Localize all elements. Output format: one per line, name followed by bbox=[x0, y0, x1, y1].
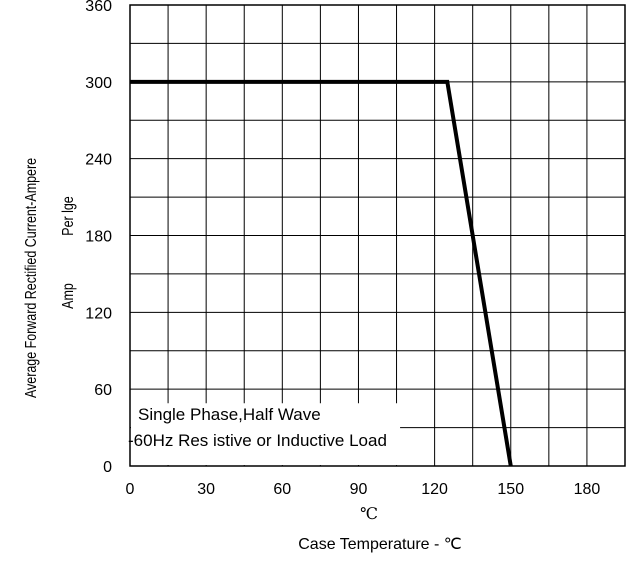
annotation-line-1: Single Phase,Half Wave bbox=[138, 405, 321, 424]
x-tick-label: 180 bbox=[574, 481, 601, 498]
series-line-1 bbox=[130, 79, 513, 467]
y-tick-label: 180 bbox=[85, 229, 112, 246]
annotation-box: Single Phase,Half Wave -60Hz Res istive … bbox=[128, 403, 401, 465]
grid bbox=[130, 5, 625, 466]
y-axis-title: Average Forward Rectified Current-Ampere bbox=[23, 158, 41, 398]
x-unit-label: ℃ bbox=[360, 504, 378, 523]
x-tick-label: 90 bbox=[350, 481, 368, 498]
x-tick-labels: 0 30 60 90 120 150 180 bbox=[126, 481, 601, 498]
plot-frame bbox=[129, 4, 626, 467]
y-axis-title-secondary-2: Amp bbox=[60, 283, 78, 309]
x-tick-label: 150 bbox=[497, 481, 524, 498]
y-axis-title-secondary-1: Per lge bbox=[60, 196, 78, 236]
annotation-line-2: -60Hz Res istive or Inductive Load bbox=[128, 431, 387, 450]
y-tick-label: 240 bbox=[85, 152, 112, 169]
y-tick-label: 360 bbox=[85, 0, 112, 15]
y-tick-label: 120 bbox=[85, 305, 112, 322]
y-tick-labels: 0 60 120 180 240 300 360 bbox=[85, 0, 112, 476]
x-tick-label: 0 bbox=[126, 481, 135, 498]
y-tick-label: 0 bbox=[103, 459, 112, 476]
y-tick-label: 300 bbox=[85, 75, 112, 92]
x-tick-label: 60 bbox=[273, 481, 291, 498]
series-layer bbox=[130, 79, 513, 467]
annotation-background bbox=[131, 403, 401, 465]
x-axis-title: Case Temperature - ℃ bbox=[298, 536, 462, 553]
x-tick-label: 30 bbox=[197, 481, 215, 498]
x-tick-label: 120 bbox=[421, 481, 448, 498]
y-tick-label: 60 bbox=[94, 382, 112, 399]
